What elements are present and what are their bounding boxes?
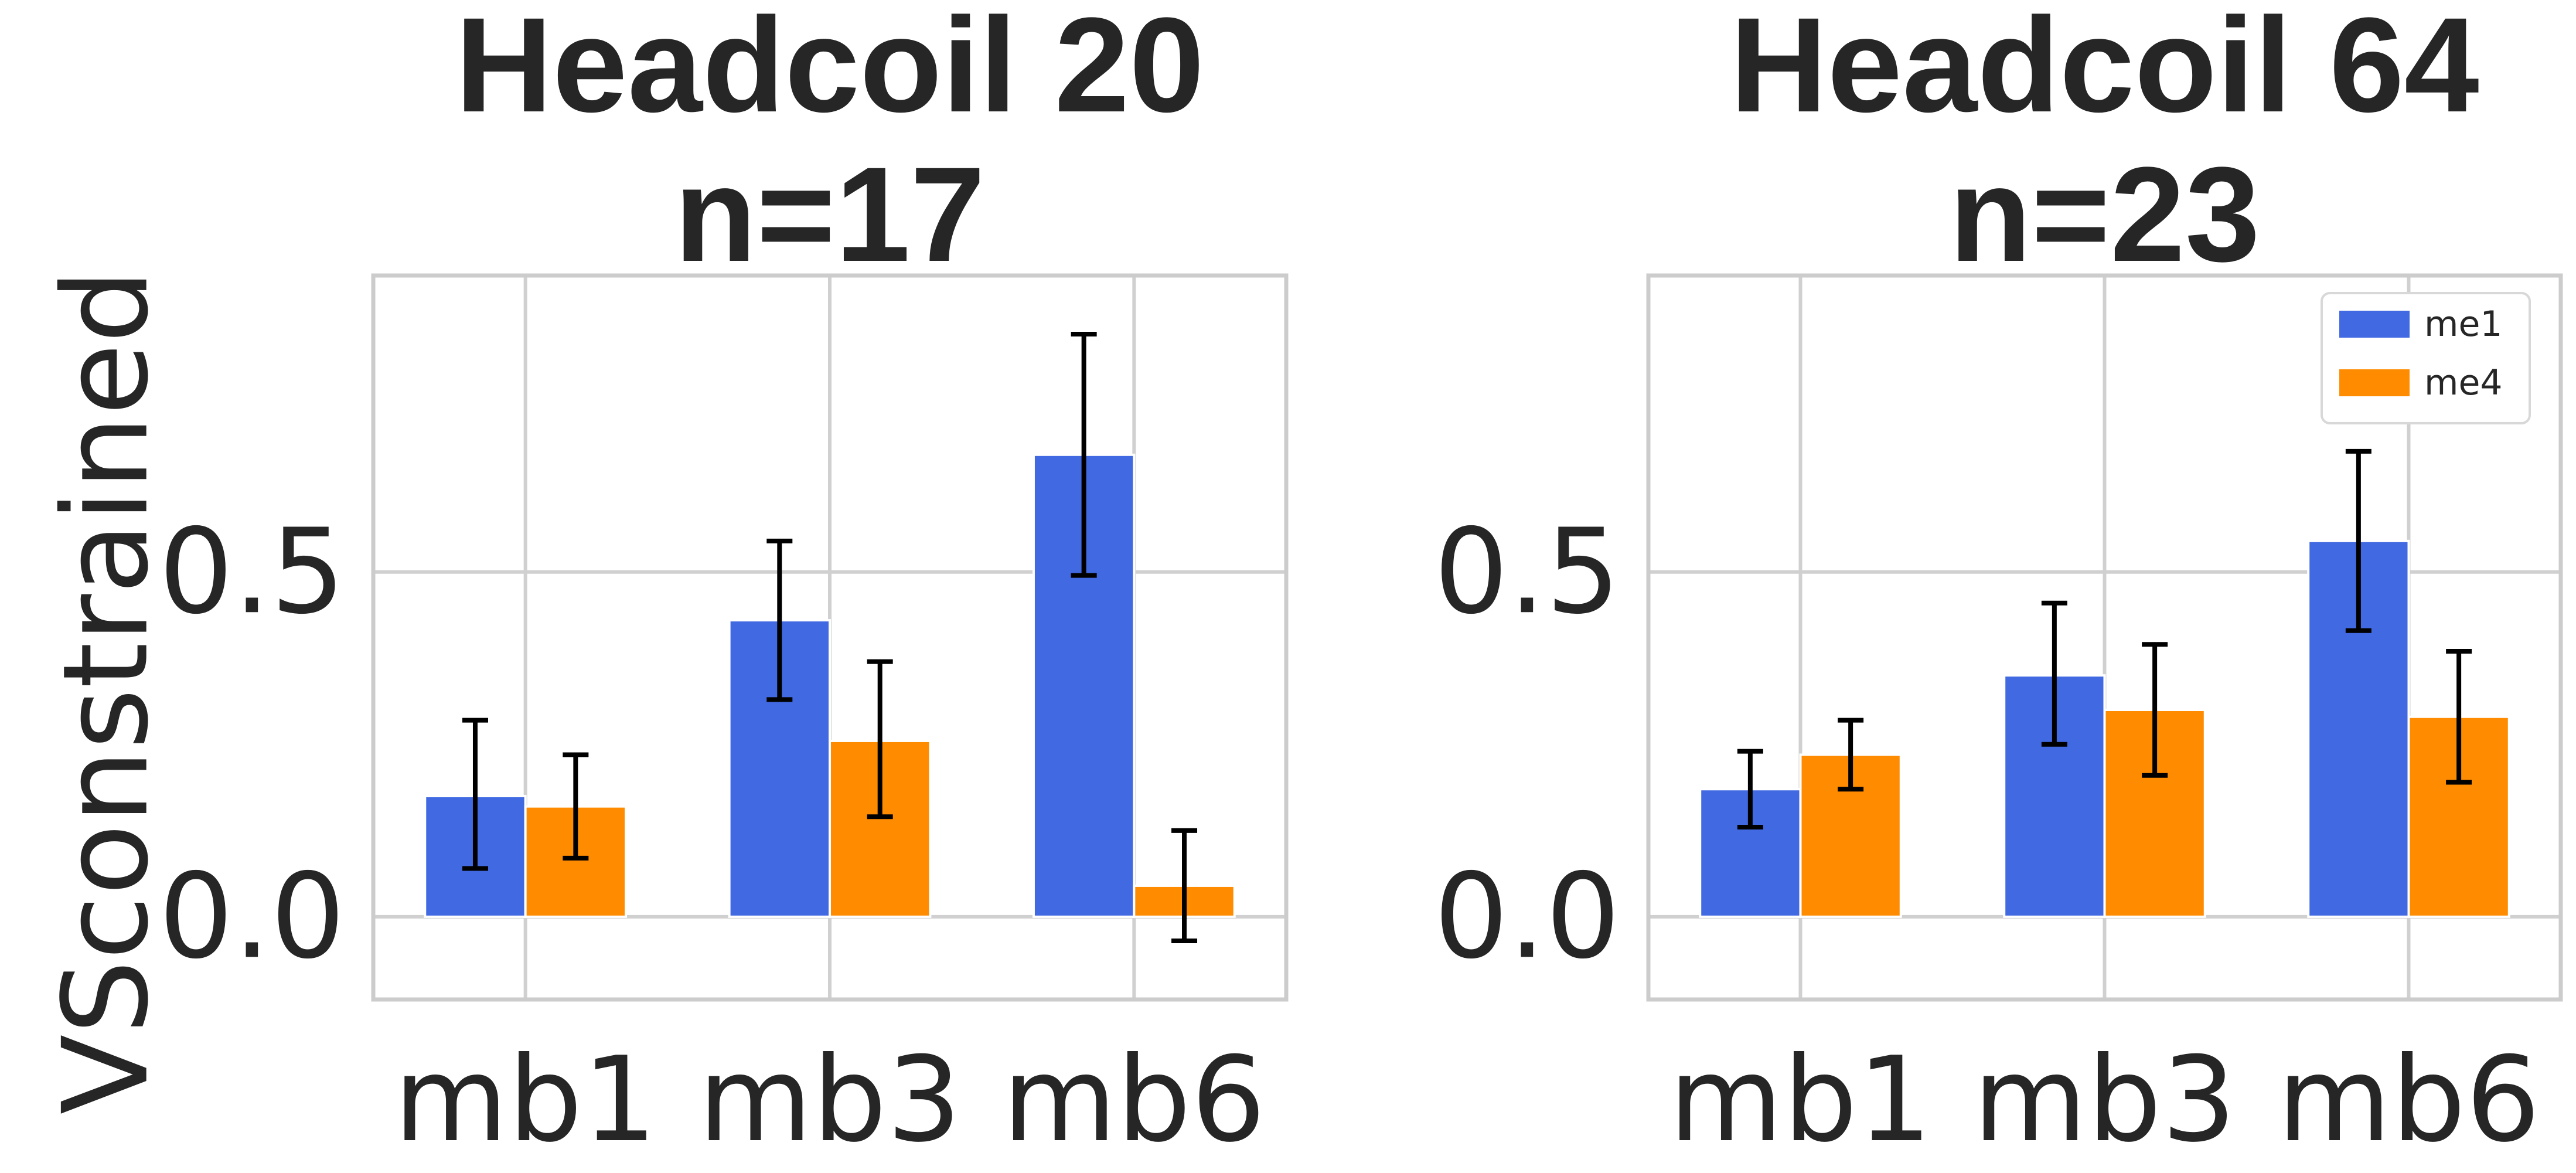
error-bar-me4-mb3 [867, 659, 893, 820]
y-tick-label: 0.5 [159, 504, 345, 640]
x-tick-label: mb6 [1003, 1032, 1266, 1168]
y-tick-label: 0.5 [1434, 504, 1620, 640]
error-bar-me1-mb6 [2345, 448, 2371, 633]
chart-title-line: Headcoil 64 [1730, 0, 2479, 140]
x-tick-label: mb3 [1973, 1032, 2236, 1168]
error-bar-me1-mb3 [2041, 600, 2067, 747]
y-tick-label: 0.0 [1434, 848, 1620, 985]
legend-swatch-me1 [2339, 311, 2410, 338]
error-bar-me4-mb6 [2446, 649, 2472, 785]
chart-title-line: Headcoil 20 [455, 0, 1204, 140]
error-bar-me1-mb1 [462, 718, 488, 871]
chart-title-line: n=17 [674, 139, 986, 290]
error-bar-me4-mb3 [2142, 642, 2168, 778]
legend-label-me4: me4 [2424, 362, 2503, 403]
x-tick-label: mb1 [1669, 1032, 1932, 1168]
chart-panel-headcoil-20: 0.0 0.5 mb1 mb3 mb6 Headcoil 20n=17 [159, 0, 1289, 1168]
legend-label-me1: me1 [2424, 304, 2503, 345]
error-bar-me4-mb6 [1171, 828, 1198, 944]
plot-frame [1646, 273, 2563, 1002]
error-bar-me1-mb1 [1737, 749, 1763, 829]
error-bar-me4-mb1 [1838, 718, 1864, 792]
error-bar-me1-mb6 [1071, 331, 1097, 578]
x-tick-label: mb3 [698, 1032, 961, 1168]
error-bar-me1-mb3 [766, 538, 793, 702]
legend-swatch-me4 [2339, 369, 2410, 396]
x-tick-label: mb6 [2277, 1032, 2540, 1168]
y-axis-label-text: VSconstrained [38, 269, 175, 1115]
chart-title-line: n=23 [1949, 139, 2260, 290]
x-tick-label: mb1 [394, 1032, 657, 1168]
plot-frame [371, 273, 1289, 1002]
error-bar-me4-mb1 [563, 752, 589, 861]
y-tick-label: 0.0 [159, 848, 345, 985]
y-axis-label: VSconstrained [38, 269, 175, 1115]
